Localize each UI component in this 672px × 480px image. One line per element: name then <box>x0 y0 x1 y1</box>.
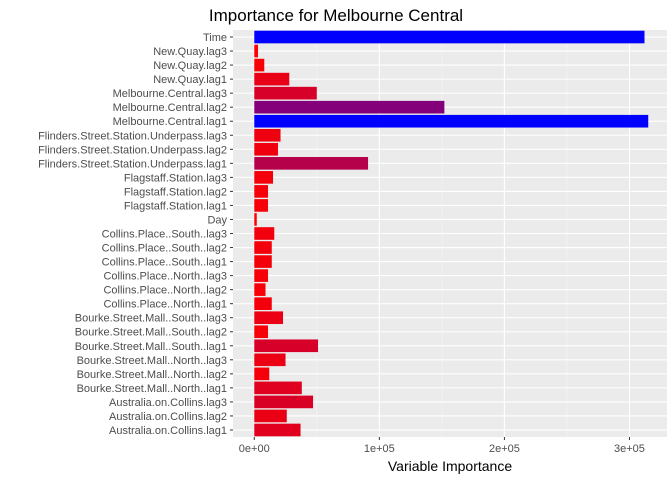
bar <box>254 171 274 184</box>
y-tick-label: Bourke.Street.Mall..South..lag2 <box>75 327 227 339</box>
bar <box>254 44 259 58</box>
bar <box>254 157 369 170</box>
bar <box>254 311 284 325</box>
bar <box>254 283 266 296</box>
bar <box>254 142 279 156</box>
y-tick-label: Flagstaff.Station.lag2 <box>124 186 227 198</box>
y-tick-labels: Time New.Quay.lag3 New.Quay.lag2 New.Quay.l… <box>38 32 227 437</box>
x-tick-label: 0e+00 <box>239 443 270 455</box>
bars-group <box>254 30 649 437</box>
y-tick-label: Australia.on.Collins.lag3 <box>109 397 227 409</box>
bar <box>254 213 257 226</box>
x-tick-marks <box>253 437 630 440</box>
y-tick-label: Melbourne.Central.lag2 <box>113 102 227 114</box>
bar <box>254 128 281 142</box>
bar <box>254 423 301 437</box>
bar <box>254 381 302 395</box>
y-tick-label: Australia.on.Collins.lag2 <box>109 411 227 423</box>
bar <box>254 86 317 100</box>
y-tick-marks <box>230 36 233 431</box>
x-tick-label: 2e+05 <box>489 443 520 455</box>
bar <box>254 185 269 198</box>
bar <box>254 114 649 128</box>
bar <box>254 30 645 44</box>
y-tick-label: Collins.Place..South..lag3 <box>102 229 227 241</box>
bar <box>254 72 290 86</box>
bar <box>254 227 275 240</box>
y-tick-label: Flinders.Street.Station.Underpass.lag2 <box>38 144 227 156</box>
y-tick-label: Collins.Place..North..lag2 <box>103 285 227 297</box>
y-tick-label: Bourke.Street.Mall..North..lag2 <box>77 369 227 381</box>
chart-title: Importance for Melbourne Central <box>208 6 464 25</box>
bar <box>254 241 272 254</box>
y-tick-label: Flinders.Street.Station.Underpass.lag1 <box>38 158 227 170</box>
y-tick-label: Flagstaff.Station.lag1 <box>124 200 227 212</box>
y-tick-label: New.Quay.lag1 <box>153 74 227 86</box>
y-tick-label: Bourke.Street.Mall..South..lag3 <box>75 313 227 325</box>
bar <box>254 325 269 339</box>
bar <box>254 409 287 423</box>
x-axis-title: Variable Importance <box>388 458 512 474</box>
x-tick-label: 3e+05 <box>614 443 645 455</box>
y-tick-label: Collins.Place..South..lag1 <box>102 257 227 269</box>
y-tick-label: Australia.on.Collins.lag1 <box>109 425 227 437</box>
y-tick-label: Time <box>203 32 227 44</box>
y-tick-label: New.Quay.lag3 <box>153 46 227 58</box>
bar <box>254 255 272 268</box>
y-tick-label: Day <box>207 214 227 226</box>
y-tick-label: Flagstaff.Station.lag3 <box>124 172 227 184</box>
y-tick-label: Collins.Place..South..lag2 <box>102 243 227 255</box>
y-tick-label: Bourke.Street.Mall..North..lag3 <box>77 355 227 367</box>
y-tick-label: Collins.Place..North..lag1 <box>103 299 227 311</box>
y-tick-label: Melbourne.Central.lag3 <box>113 88 227 100</box>
bar <box>254 367 270 381</box>
bar <box>254 339 319 353</box>
bar <box>254 353 286 367</box>
y-tick-label: Melbourne.Central.lag1 <box>113 116 227 128</box>
bar <box>254 269 269 282</box>
y-tick-label: New.Quay.lag2 <box>153 60 227 72</box>
bar <box>254 58 265 72</box>
bar <box>254 199 269 212</box>
x-tick-label: 1e+05 <box>364 443 395 455</box>
x-tick-labels: 0e+00 1e+05 2e+05 3e+05 <box>239 443 645 455</box>
bar <box>254 395 314 409</box>
bar <box>254 100 445 114</box>
y-tick-label: Flinders.Street.Station.Underpass.lag3 <box>38 130 227 142</box>
y-tick-label: Collins.Place..North..lag3 <box>103 271 227 283</box>
y-tick-label: Bourke.Street.Mall..North..lag1 <box>77 383 227 395</box>
y-tick-label: Bourke.Street.Mall..South..lag1 <box>75 341 227 353</box>
bar <box>254 297 272 310</box>
